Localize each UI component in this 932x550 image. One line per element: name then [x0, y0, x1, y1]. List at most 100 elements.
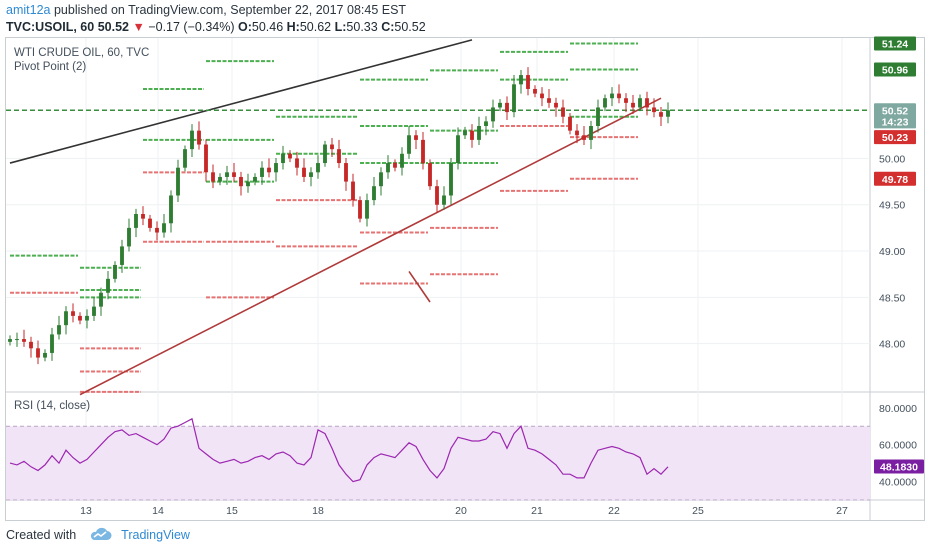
candle-body — [603, 98, 607, 108]
candle-body — [589, 126, 593, 140]
candle-body — [323, 144, 327, 164]
open-value: 50.46 — [251, 20, 284, 34]
created-with-text: Created with — [6, 527, 77, 542]
candle-body — [414, 135, 418, 140]
candle-body — [155, 227, 159, 233]
candle-body — [302, 167, 306, 177]
candle-body — [183, 149, 187, 168]
candle-body — [638, 98, 642, 108]
candle-body — [666, 110, 670, 117]
candle-body — [477, 126, 481, 140]
candle-body — [442, 195, 446, 205]
candle-body — [253, 176, 257, 182]
candle-body — [575, 130, 579, 136]
candle-body — [568, 116, 572, 131]
candle-body — [533, 88, 537, 94]
low-value: 50.33 — [346, 20, 378, 34]
price-tick-label: 48.00 — [879, 339, 905, 351]
time-tick-label: 20 — [455, 505, 467, 517]
time-tick-label: 14 — [152, 505, 164, 517]
price-tick-label: 49.00 — [879, 246, 905, 258]
candle-body — [407, 135, 411, 154]
candle-body — [288, 153, 292, 159]
candle-body — [148, 218, 152, 228]
candle-body — [449, 163, 453, 196]
candle-body — [400, 153, 404, 168]
candle-body — [456, 135, 460, 164]
candle-body — [99, 292, 103, 307]
candle-body — [218, 176, 222, 182]
candle-body — [372, 186, 376, 201]
price-tick-label: 50.00 — [879, 153, 905, 165]
rsi-tick-label: 80.0000 — [879, 403, 917, 415]
candle-body — [36, 348, 40, 358]
candle-body — [659, 112, 663, 117]
close-value: 50.52 — [394, 20, 426, 34]
candle-body — [505, 102, 509, 113]
candle-body — [71, 311, 75, 316]
time-tick-label: 22 — [608, 505, 620, 517]
candle-body — [540, 93, 544, 99]
published-text: published on TradingView.com, September … — [53, 3, 407, 17]
candle-body — [176, 167, 180, 196]
price-tag-label: 51.24 — [882, 39, 908, 51]
high-label: H: — [286, 20, 300, 34]
rsi-tag-label: 48.1830 — [880, 461, 918, 473]
candle-body — [358, 200, 362, 219]
candle-body — [309, 172, 313, 177]
candle-body — [246, 181, 250, 187]
candle-body — [281, 153, 285, 164]
candle-body — [267, 167, 271, 173]
price-tag-label: 14:23 — [882, 116, 909, 128]
rsi-tag — [874, 459, 924, 474]
candle-body — [260, 167, 264, 177]
close-label: C: — [381, 20, 395, 34]
tradingview-cloud-icon — [88, 527, 112, 544]
author-link[interactable]: amit12a — [6, 3, 51, 17]
candle-body — [64, 311, 68, 326]
candle-body — [484, 121, 488, 126]
price-tag-label: 50.23 — [882, 132, 908, 144]
candle-body — [239, 176, 243, 187]
candle-body — [393, 163, 397, 168]
candle-body — [29, 341, 33, 349]
candle-body — [631, 102, 635, 108]
candle-body — [379, 172, 383, 187]
candle-body — [8, 339, 12, 342]
rsi-legend: RSI (14, close) — [14, 400, 91, 412]
publisher-line: amit12a published on TradingView.com, Se… — [6, 2, 406, 19]
candle-body — [295, 158, 299, 168]
candle-body — [78, 315, 82, 321]
candle-body — [624, 98, 628, 103]
candle-body — [617, 93, 621, 99]
trendline — [79, 97, 662, 396]
series-legend-title: WTI CRUDE OIL, 60, TVC — [14, 47, 150, 59]
candle-body — [435, 186, 439, 205]
rsi-tick-label: 40.0000 — [879, 477, 917, 489]
price-tag-label: 50.96 — [882, 64, 908, 76]
candle-body — [554, 102, 558, 108]
candle-body — [162, 223, 166, 233]
price-tag — [874, 130, 916, 145]
high-value: 50.62 — [299, 20, 332, 34]
price-tick-label: 48.50 — [879, 292, 905, 304]
candle-body — [463, 130, 467, 136]
candle-body — [421, 139, 425, 164]
symbol: TVC:USOIL, 60 — [6, 20, 95, 34]
rsi-band — [6, 426, 870, 500]
candle-body — [92, 306, 96, 316]
candle-body — [512, 84, 516, 113]
time-tick-label: 25 — [692, 505, 704, 517]
price-tag — [874, 36, 916, 51]
candle-body — [15, 339, 19, 341]
candle-body — [106, 278, 110, 293]
time-tick-label: 18 — [312, 505, 324, 517]
price-tag — [874, 114, 916, 129]
trendline — [9, 39, 473, 164]
candle-body — [57, 325, 61, 335]
quote-line: TVC:USOIL, 60 50.52 ▼ −0.17 (−0.34%) O:5… — [6, 19, 426, 36]
price-tick-label: 49.50 — [879, 200, 905, 212]
tradingview-link[interactable]: TradingView — [121, 527, 190, 542]
pivot-legend: Pivot Point (2) — [14, 61, 87, 73]
